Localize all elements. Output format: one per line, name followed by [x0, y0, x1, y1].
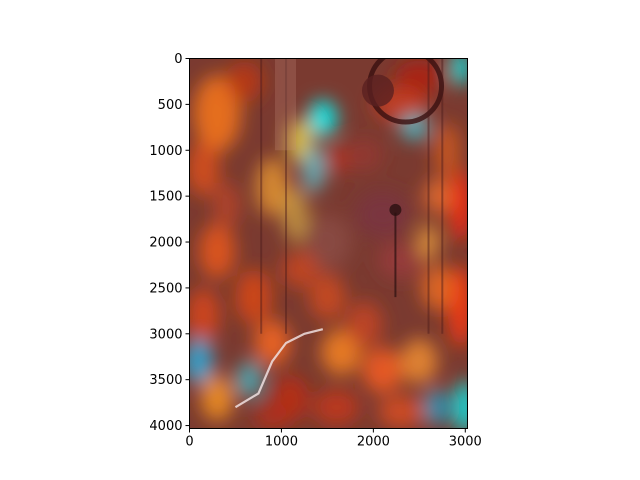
photo-patch — [274, 58, 297, 151]
heat-blob — [345, 301, 383, 348]
heat-blob — [433, 122, 461, 178]
y-tick-label: 0 — [174, 52, 182, 67]
heat-blob — [235, 361, 264, 399]
heat-blob — [449, 168, 468, 243]
y-axis: 0 500 1000 1500 2000 2500 3000 3500 4000 — [149, 52, 190, 434]
heat-blob — [309, 274, 346, 321]
heat-blob — [452, 58, 468, 87]
heat-blob — [189, 338, 214, 385]
heat-blob — [193, 75, 241, 153]
heat-blob — [200, 375, 234, 421]
y-tick-label: 3000 — [149, 327, 182, 342]
lamp-ring — [361, 74, 394, 107]
y-tick-label: 2000 — [149, 236, 182, 251]
heat-blob — [282, 186, 309, 243]
y-tick-label: 2500 — [149, 281, 182, 296]
heat-blob — [322, 145, 351, 174]
heat-blob — [417, 223, 440, 261]
heat-blob — [253, 320, 291, 366]
heat-blob — [456, 379, 468, 429]
heat-blob — [198, 223, 236, 279]
heat-blob — [354, 190, 411, 239]
heat-blob — [189, 287, 220, 343]
heat-blob — [423, 388, 452, 426]
heat-blob — [345, 138, 383, 172]
y-tick-label: 4000 — [149, 419, 182, 434]
rail-line — [234, 328, 324, 409]
street-lamp — [389, 203, 402, 216]
heat-blob — [377, 242, 424, 279]
photo-structure — [234, 58, 445, 409]
heat-blob — [308, 99, 338, 137]
x-tick-label: 3000 — [449, 435, 482, 450]
x-tick-label: 2000 — [357, 435, 390, 450]
heat-blob — [395, 60, 444, 94]
heat-blob — [362, 347, 403, 394]
x-axis: 0 1000 2000 3000 — [185, 428, 482, 450]
heat-blob — [421, 264, 455, 311]
heat-blob — [400, 338, 438, 385]
y-tick-label: 500 — [158, 98, 183, 113]
y-tick-label: 3500 — [149, 373, 182, 388]
heat-blob — [235, 269, 273, 325]
heat-blob — [226, 61, 264, 102]
plot-frame — [189, 58, 468, 429]
heat-blob — [423, 177, 452, 215]
heat-blob — [313, 388, 360, 426]
heat-blob — [255, 157, 289, 217]
heat-blob — [302, 144, 325, 193]
heatmap-overlay — [189, 58, 468, 429]
heat-blob — [303, 214, 352, 270]
x-tick-label: 1000 — [265, 435, 298, 450]
heat-blob — [189, 141, 220, 197]
heat-blob — [377, 395, 424, 429]
heat-blob — [253, 402, 291, 429]
y-tick-label: 1500 — [149, 190, 182, 205]
heat-blob — [281, 251, 319, 288]
x-tick-label: 0 — [185, 435, 193, 450]
y-tick-label: 1000 — [149, 144, 182, 159]
heat-blob — [212, 182, 241, 229]
